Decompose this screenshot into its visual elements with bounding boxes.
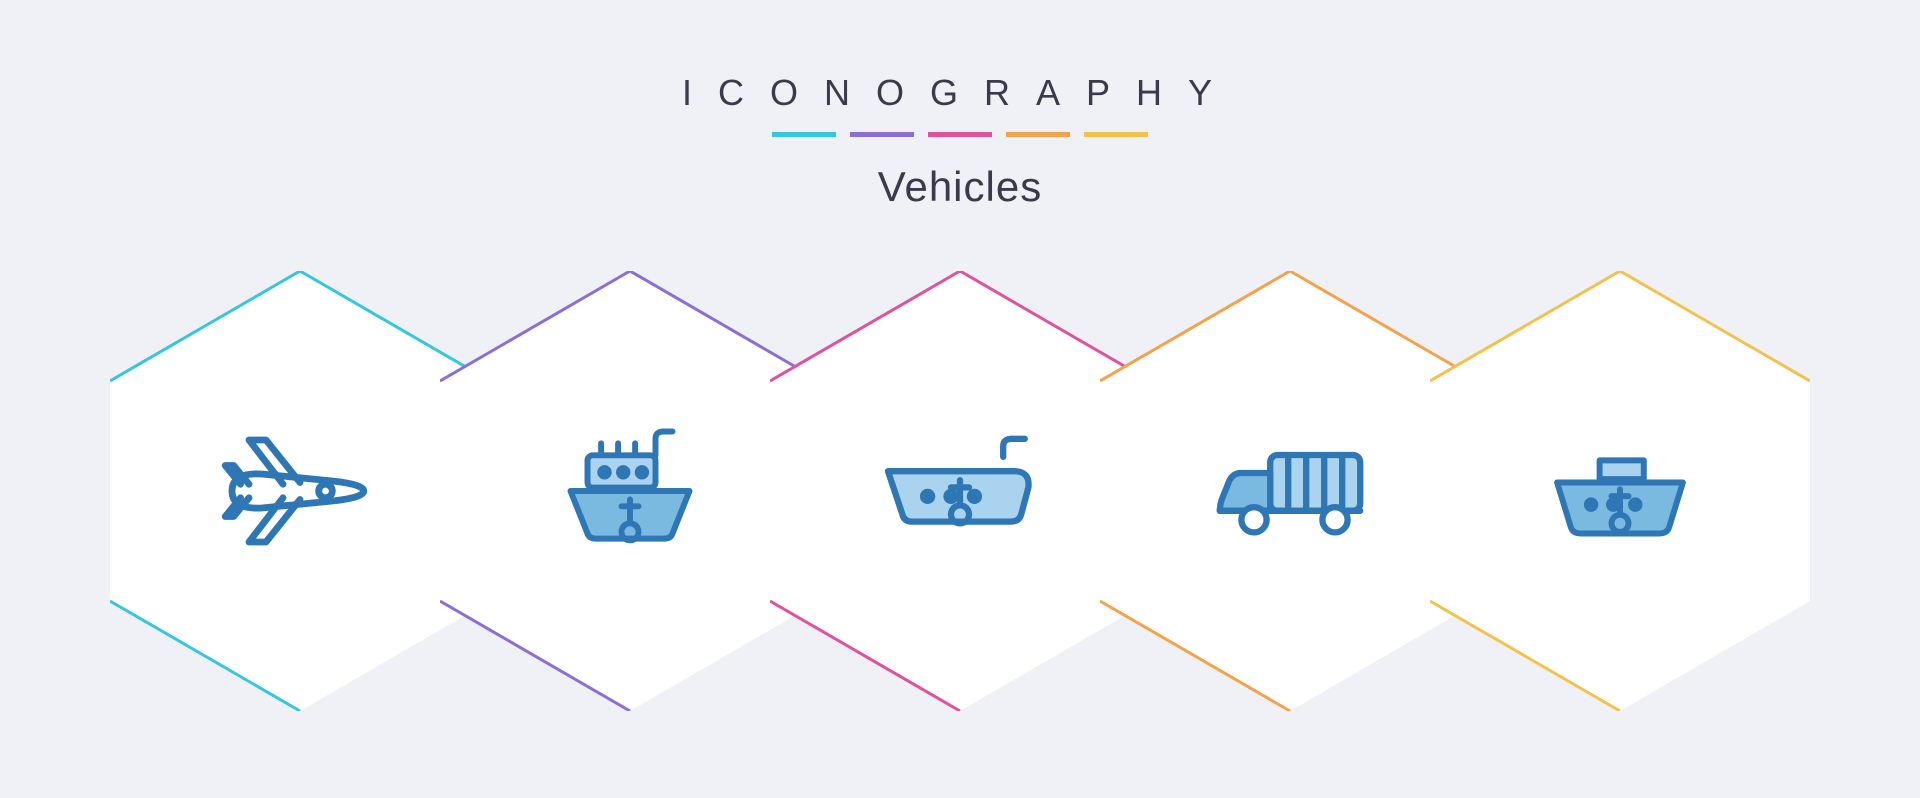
airplane-icon — [200, 391, 400, 591]
boat-icon — [1520, 391, 1720, 591]
accent-bar-4 — [1084, 132, 1148, 137]
page-title: ICONOGRAPHY — [682, 72, 1238, 114]
accent-bar-0 — [772, 132, 836, 137]
header: ICONOGRAPHY Vehicles — [682, 72, 1238, 211]
steamship-icon — [530, 391, 730, 591]
hexagon-card — [440, 271, 820, 711]
accent-bar-1 — [850, 132, 914, 137]
hexagon-card — [110, 271, 490, 711]
accent-bar-row — [682, 132, 1238, 137]
hexagon-row — [110, 271, 1810, 711]
page-subtitle: Vehicles — [682, 163, 1238, 211]
accent-bar-2 — [928, 132, 992, 137]
accent-bar-3 — [1006, 132, 1070, 137]
hexagon-card — [1430, 271, 1810, 711]
cargo-boat-icon — [860, 391, 1060, 591]
truck-icon — [1190, 391, 1390, 591]
hexagon-card — [1100, 271, 1480, 711]
hexagon-card — [770, 271, 1150, 711]
